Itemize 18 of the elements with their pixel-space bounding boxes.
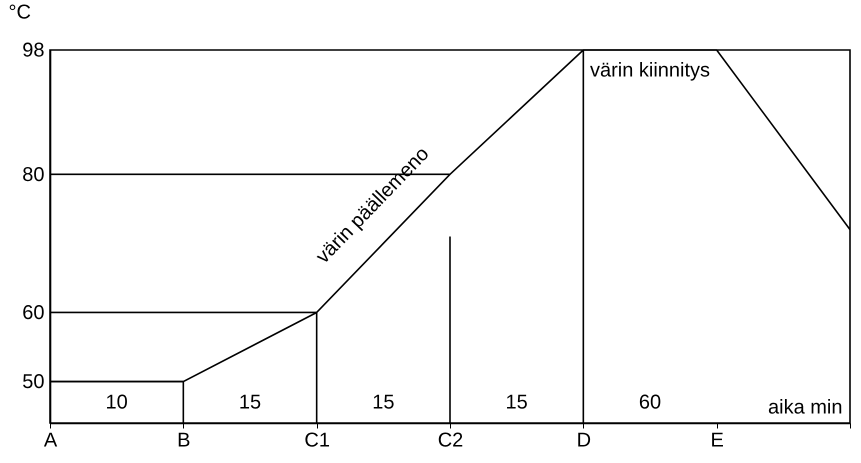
y-tick-label: 60 (22, 302, 44, 324)
y-tick-label: 98 (22, 40, 44, 62)
y-tick-label: 80 (22, 164, 44, 186)
annotation: 10 (106, 391, 128, 414)
annotation: 60 (638, 391, 662, 414)
y-tick-label: 50 (22, 371, 44, 394)
x-tick-label: C1 (304, 430, 330, 452)
annotation: värin kiinnitys (590, 60, 710, 82)
annotation: 15 (506, 391, 528, 414)
x-tick-label: E (710, 430, 724, 452)
x-tick-label: D (576, 430, 592, 452)
x-tick-label: C2 (438, 430, 464, 452)
x-axis-title: aika min (768, 396, 842, 418)
x-tick-label: A (44, 430, 58, 452)
annotation: 15 (372, 391, 394, 414)
x-tick-label: B (177, 430, 191, 452)
annotation: 15 (238, 391, 262, 414)
y-axis-title: °C (8, 2, 31, 24)
